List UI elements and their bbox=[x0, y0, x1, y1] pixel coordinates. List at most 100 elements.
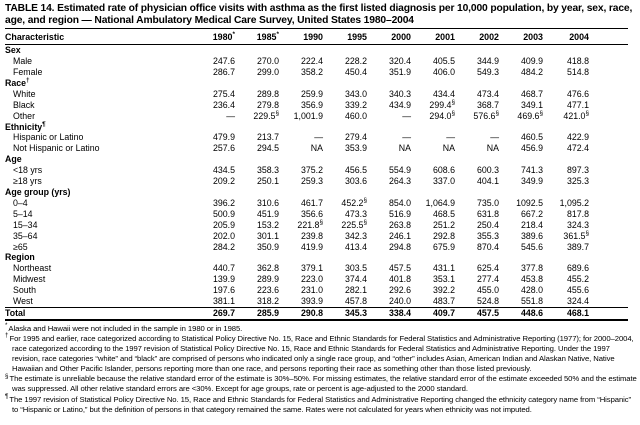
cell: 197.6 bbox=[212, 285, 235, 296]
table-row-18-yrs: ≥18 yrs 209.2 250.1 259.3 303.6 264.3 337.0 404… bbox=[5, 176, 628, 187]
cell: 625.4 bbox=[476, 263, 499, 274]
table-row-black: Black 236.4 279.8 356.9 339.2 434.9 299.4§ 368.… bbox=[5, 98, 628, 111]
cell: 318.2 bbox=[256, 296, 279, 307]
cell bbox=[499, 187, 543, 198]
cell: 418.8 bbox=[566, 56, 589, 67]
cell: 456.5 bbox=[344, 165, 367, 176]
cell bbox=[499, 252, 543, 263]
cell bbox=[543, 122, 628, 133]
cell bbox=[543, 78, 628, 89]
table-row-18-yrs: <18 yrs 434.5 358.3 375.2 456.5 554.9 608.6 600… bbox=[5, 165, 628, 176]
cell: 236.4 bbox=[212, 99, 235, 110]
cell bbox=[455, 45, 499, 56]
footnote-marker: † bbox=[5, 332, 9, 340]
cell bbox=[191, 45, 235, 56]
row-label: Age group (yrs) bbox=[5, 186, 71, 197]
cell bbox=[499, 45, 543, 56]
cell bbox=[411, 122, 455, 133]
row-label: ≥65 bbox=[13, 241, 28, 252]
cell: 409.7 bbox=[411, 306, 455, 321]
cell: 286.7 bbox=[212, 67, 235, 77]
cell bbox=[499, 154, 543, 165]
cell: — bbox=[446, 132, 455, 143]
cell: 374.4 bbox=[344, 274, 367, 285]
cell: 631.8 bbox=[476, 208, 499, 219]
cell: 358.3 bbox=[256, 165, 279, 176]
row-label: Race† bbox=[5, 76, 30, 88]
cell: 221.8§ bbox=[297, 218, 323, 230]
table-row-35-64: 35–64 202.0 301.1 239.8 342.3 246.1 292.8 355.3… bbox=[5, 230, 628, 242]
cell: 350.9 bbox=[256, 241, 279, 252]
cell: 448.6 bbox=[499, 306, 543, 321]
table-row-5-14: 5–14 500.9 451.9 356.6 473.3 516.9 468.5 631.8 6… bbox=[5, 209, 628, 220]
cell bbox=[543, 187, 628, 198]
cell: 460.5 bbox=[520, 132, 543, 143]
cell: 349.9 bbox=[520, 176, 543, 187]
cell: 551.8 bbox=[520, 296, 543, 307]
cell: 741.3 bbox=[520, 165, 543, 176]
cell: 1092.5 bbox=[516, 197, 543, 208]
cell: 289.9 bbox=[256, 274, 279, 285]
cell: 294.8 bbox=[388, 241, 411, 252]
cell: 477.1 bbox=[566, 99, 589, 110]
cell: 667.2 bbox=[520, 208, 543, 219]
table-row-midwest: Midwest 139.9 289.9 223.0 374.4 401.8 353.1 277… bbox=[5, 274, 628, 285]
table-row-other: Other — 229.5§ 1,001.9 460.0 — 294.0§ 576.6§ 469… bbox=[5, 109, 628, 122]
footnote-marker: § bbox=[451, 109, 455, 117]
cell: 457.8 bbox=[344, 296, 367, 307]
cell: 299.0 bbox=[256, 67, 279, 77]
cell: 457.5 bbox=[455, 306, 499, 321]
cell: 817.8 bbox=[566, 208, 589, 219]
cell bbox=[323, 45, 367, 56]
row-label: 0–4 bbox=[13, 197, 28, 208]
cell: 222.4 bbox=[300, 56, 323, 67]
cell: 250.4 bbox=[476, 219, 499, 230]
footnote-marker: § bbox=[495, 109, 499, 117]
footnote-marker: ¶ bbox=[5, 392, 9, 400]
cell bbox=[323, 122, 367, 133]
cell: 343.0 bbox=[344, 88, 367, 99]
row-label: Region bbox=[5, 252, 35, 263]
footnote-marker: § bbox=[5, 372, 9, 380]
cell: 338.4 bbox=[367, 306, 411, 321]
cell: — bbox=[314, 132, 323, 143]
cell: 516.9 bbox=[388, 208, 411, 219]
table-row-65: ≥65 284.2 350.9 419.9 413.4 294.8 675.9 870.4 54… bbox=[5, 242, 628, 253]
cell: 406.0 bbox=[432, 67, 455, 77]
cell: 320.4 bbox=[388, 56, 411, 67]
row-label: <18 yrs bbox=[13, 165, 43, 176]
cell: 345.3 bbox=[323, 306, 367, 321]
table-row-age-group-yrs: Age group (yrs) bbox=[5, 187, 628, 198]
cell: 269.7 bbox=[191, 306, 235, 321]
cell: 239.8 bbox=[300, 230, 323, 241]
table-row-sex: Sex bbox=[5, 45, 628, 56]
cell bbox=[499, 78, 543, 89]
column-header-2001: 2001 bbox=[411, 28, 455, 46]
cell bbox=[279, 45, 323, 56]
cell: 468.1 bbox=[543, 306, 628, 321]
table-row-male: Male 247.6 270.0 222.4 228.2 320.4 405.5 344.9 4… bbox=[5, 56, 628, 67]
cell: 282.1 bbox=[344, 285, 367, 296]
cell: 279.8 bbox=[256, 99, 279, 110]
footnote-marker: § bbox=[451, 98, 455, 106]
cell bbox=[543, 45, 628, 56]
table-body: Sex Male 247.6 270.0 222.4 228.2 320.4 405.5 344… bbox=[5, 45, 628, 321]
footnote-marker: § bbox=[319, 218, 323, 226]
cell bbox=[191, 154, 235, 165]
row-label: ≥18 yrs bbox=[13, 176, 42, 187]
asthma-visits-table: Characteristic 1980* 1985* 1990 1995 2000 2001… bbox=[5, 28, 628, 321]
row-label: Midwest bbox=[13, 274, 46, 285]
cell: 229.5§ bbox=[253, 109, 279, 121]
cell: 279.4 bbox=[344, 132, 367, 143]
row-label: Male bbox=[13, 56, 33, 67]
cell bbox=[323, 78, 367, 89]
cell: 353.9 bbox=[344, 143, 367, 154]
footnote-marker: § bbox=[585, 109, 589, 117]
cell bbox=[455, 252, 499, 263]
cell: 461.7 bbox=[300, 197, 323, 208]
cell: 251.2 bbox=[432, 219, 455, 230]
cell: 422.9 bbox=[566, 132, 589, 143]
cell bbox=[411, 252, 455, 263]
cell bbox=[455, 187, 499, 198]
cell: 473.4 bbox=[476, 88, 499, 99]
